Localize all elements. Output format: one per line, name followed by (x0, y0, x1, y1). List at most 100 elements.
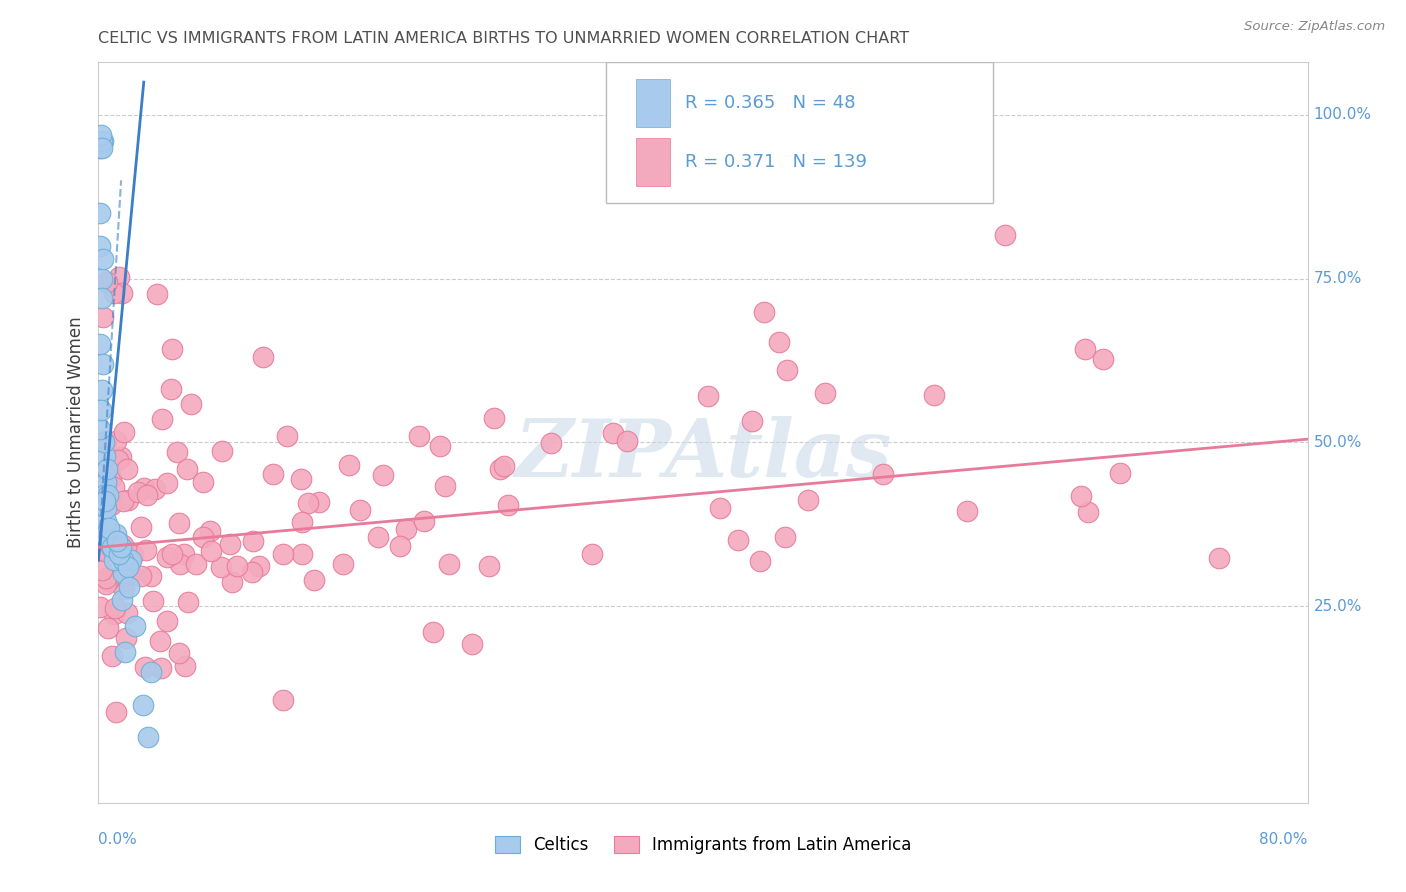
Point (91, 563, 114, 577)
Point (488, 462, 510, 476)
Point (127, 484, 149, 499)
Point (581, 547, 603, 561)
Point (132, 481, 155, 495)
Point (100, 498, 122, 512)
Point (709, 500, 731, 515)
Point (143, 483, 166, 497)
Point (120, 553, 142, 567)
Point (218, 537, 240, 551)
Point (134, 660, 156, 674)
Point (297, 496, 319, 510)
Point (271, 547, 294, 561)
Point (169, 646, 191, 660)
Point (754, 305, 776, 319)
Point (117, 544, 139, 558)
Point (813, 386, 835, 401)
Point (111, 286, 134, 301)
Point (91, 291, 114, 305)
Point (412, 514, 434, 528)
Point (373, 468, 395, 483)
Point (616, 434, 638, 448)
Point (727, 533, 749, 547)
Point (96, 461, 118, 475)
Point (89, 206, 111, 220)
Point (124, 619, 146, 633)
Text: R = 0.365   N = 48: R = 0.365 N = 48 (685, 95, 855, 112)
Point (96, 514, 118, 528)
Point (112, 425, 135, 439)
Point (167, 516, 190, 531)
Point (110, 547, 132, 561)
Point (478, 558, 501, 573)
Point (174, 659, 197, 673)
Point (697, 389, 720, 403)
Point (367, 530, 389, 544)
Point (160, 382, 183, 396)
Point (103, 480, 125, 494)
Point (115, 606, 138, 620)
Point (104, 705, 127, 719)
Point (111, 553, 134, 567)
Point (112, 539, 135, 553)
Point (290, 547, 312, 561)
Point (93, 435, 115, 450)
Point (156, 550, 179, 565)
Point (105, 538, 128, 552)
Point (129, 569, 152, 583)
Point (141, 569, 163, 583)
Point (100, 649, 122, 664)
Point (91, 252, 114, 266)
Point (302, 574, 325, 588)
Point (176, 594, 198, 608)
Point (97, 621, 120, 635)
Point (273, 693, 295, 707)
Point (775, 362, 797, 376)
Point (775, 530, 797, 544)
Text: R = 0.371   N = 139: R = 0.371 N = 139 (685, 153, 868, 171)
Point (135, 542, 157, 557)
Point (429, 439, 451, 453)
Point (96, 275, 118, 289)
Point (90, 402, 112, 417)
Point (221, 574, 243, 589)
Point (408, 429, 430, 443)
Point (956, 504, 979, 518)
Point (108, 269, 131, 284)
Point (96, 475, 118, 489)
Point (93, 527, 115, 541)
Text: 100.0%: 100.0% (1313, 107, 1372, 122)
Point (91, 357, 114, 371)
Text: 25.0%: 25.0% (1313, 599, 1362, 614)
Point (105, 533, 128, 548)
Point (156, 476, 179, 491)
Point (90, 524, 112, 538)
Point (100, 533, 122, 548)
Point (308, 494, 330, 508)
Point (100, 541, 122, 555)
Point (103, 286, 125, 301)
Point (108, 547, 131, 561)
Point (1074, 342, 1097, 356)
Point (1070, 490, 1092, 504)
Point (242, 534, 264, 549)
FancyBboxPatch shape (606, 62, 993, 203)
Point (94, 449, 117, 463)
Point (276, 429, 298, 443)
Point (110, 450, 132, 464)
Point (93, 467, 115, 481)
Point (129, 520, 152, 534)
Point (115, 461, 138, 475)
Point (94, 500, 117, 515)
Point (90, 128, 112, 142)
Point (103, 607, 125, 622)
Point (136, 488, 159, 502)
Point (482, 410, 505, 425)
Point (91, 134, 114, 148)
Text: 0.0%: 0.0% (98, 832, 138, 847)
Point (872, 467, 894, 482)
Point (394, 522, 416, 536)
Point (160, 547, 183, 561)
Point (90, 485, 112, 500)
Point (104, 601, 127, 615)
Point (150, 412, 173, 426)
